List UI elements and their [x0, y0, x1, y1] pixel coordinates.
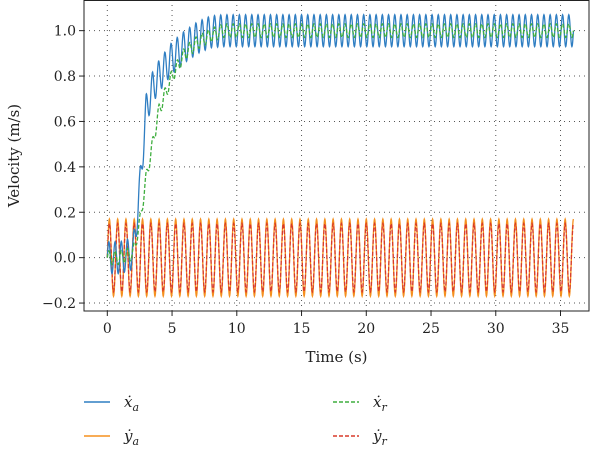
x-tick-label: 25: [422, 321, 440, 337]
x-tick-label: 35: [552, 321, 570, 337]
y-tick-label: 0.0: [54, 251, 76, 267]
axis-ticks: 0 5 10 15 20 25 30 35 −0.2 0.0 0.2 0.4 0.6 0.8 1.0: [42, 24, 569, 337]
x-tick-label: 15: [293, 321, 311, 337]
legend-label: ẋr: [373, 393, 387, 414]
y-tick-label: 1.0: [54, 24, 76, 40]
plot-frame: [83, 0, 590, 312]
y-tick-label: 0.4: [54, 160, 76, 176]
series-line: [106, 221, 575, 294]
legend: ẋa ẏa ẋr ẏr: [84, 393, 387, 448]
x-tick-label: 5: [168, 321, 177, 337]
y-tick-label: −0.2: [42, 296, 76, 312]
x-axis-label: Time (s): [305, 348, 367, 366]
legend-label: ẏa: [123, 427, 139, 448]
y-tick-label: 0.8: [54, 69, 76, 85]
legend-label: ẏr: [372, 427, 387, 448]
series-line: [106, 22, 575, 266]
x-tick-label: 0: [103, 321, 112, 337]
x-tick-label: 20: [357, 321, 375, 337]
x-tick-label: 30: [487, 321, 505, 337]
series-lines: [106, 13, 575, 299]
legend-label: ẋa: [124, 393, 139, 414]
y-tick-label: 0.6: [54, 114, 76, 130]
y-axis-label: Velocity (m/s): [5, 104, 23, 208]
y-tick-label: 0.2: [54, 205, 76, 221]
x-tick-label: 10: [228, 321, 246, 337]
